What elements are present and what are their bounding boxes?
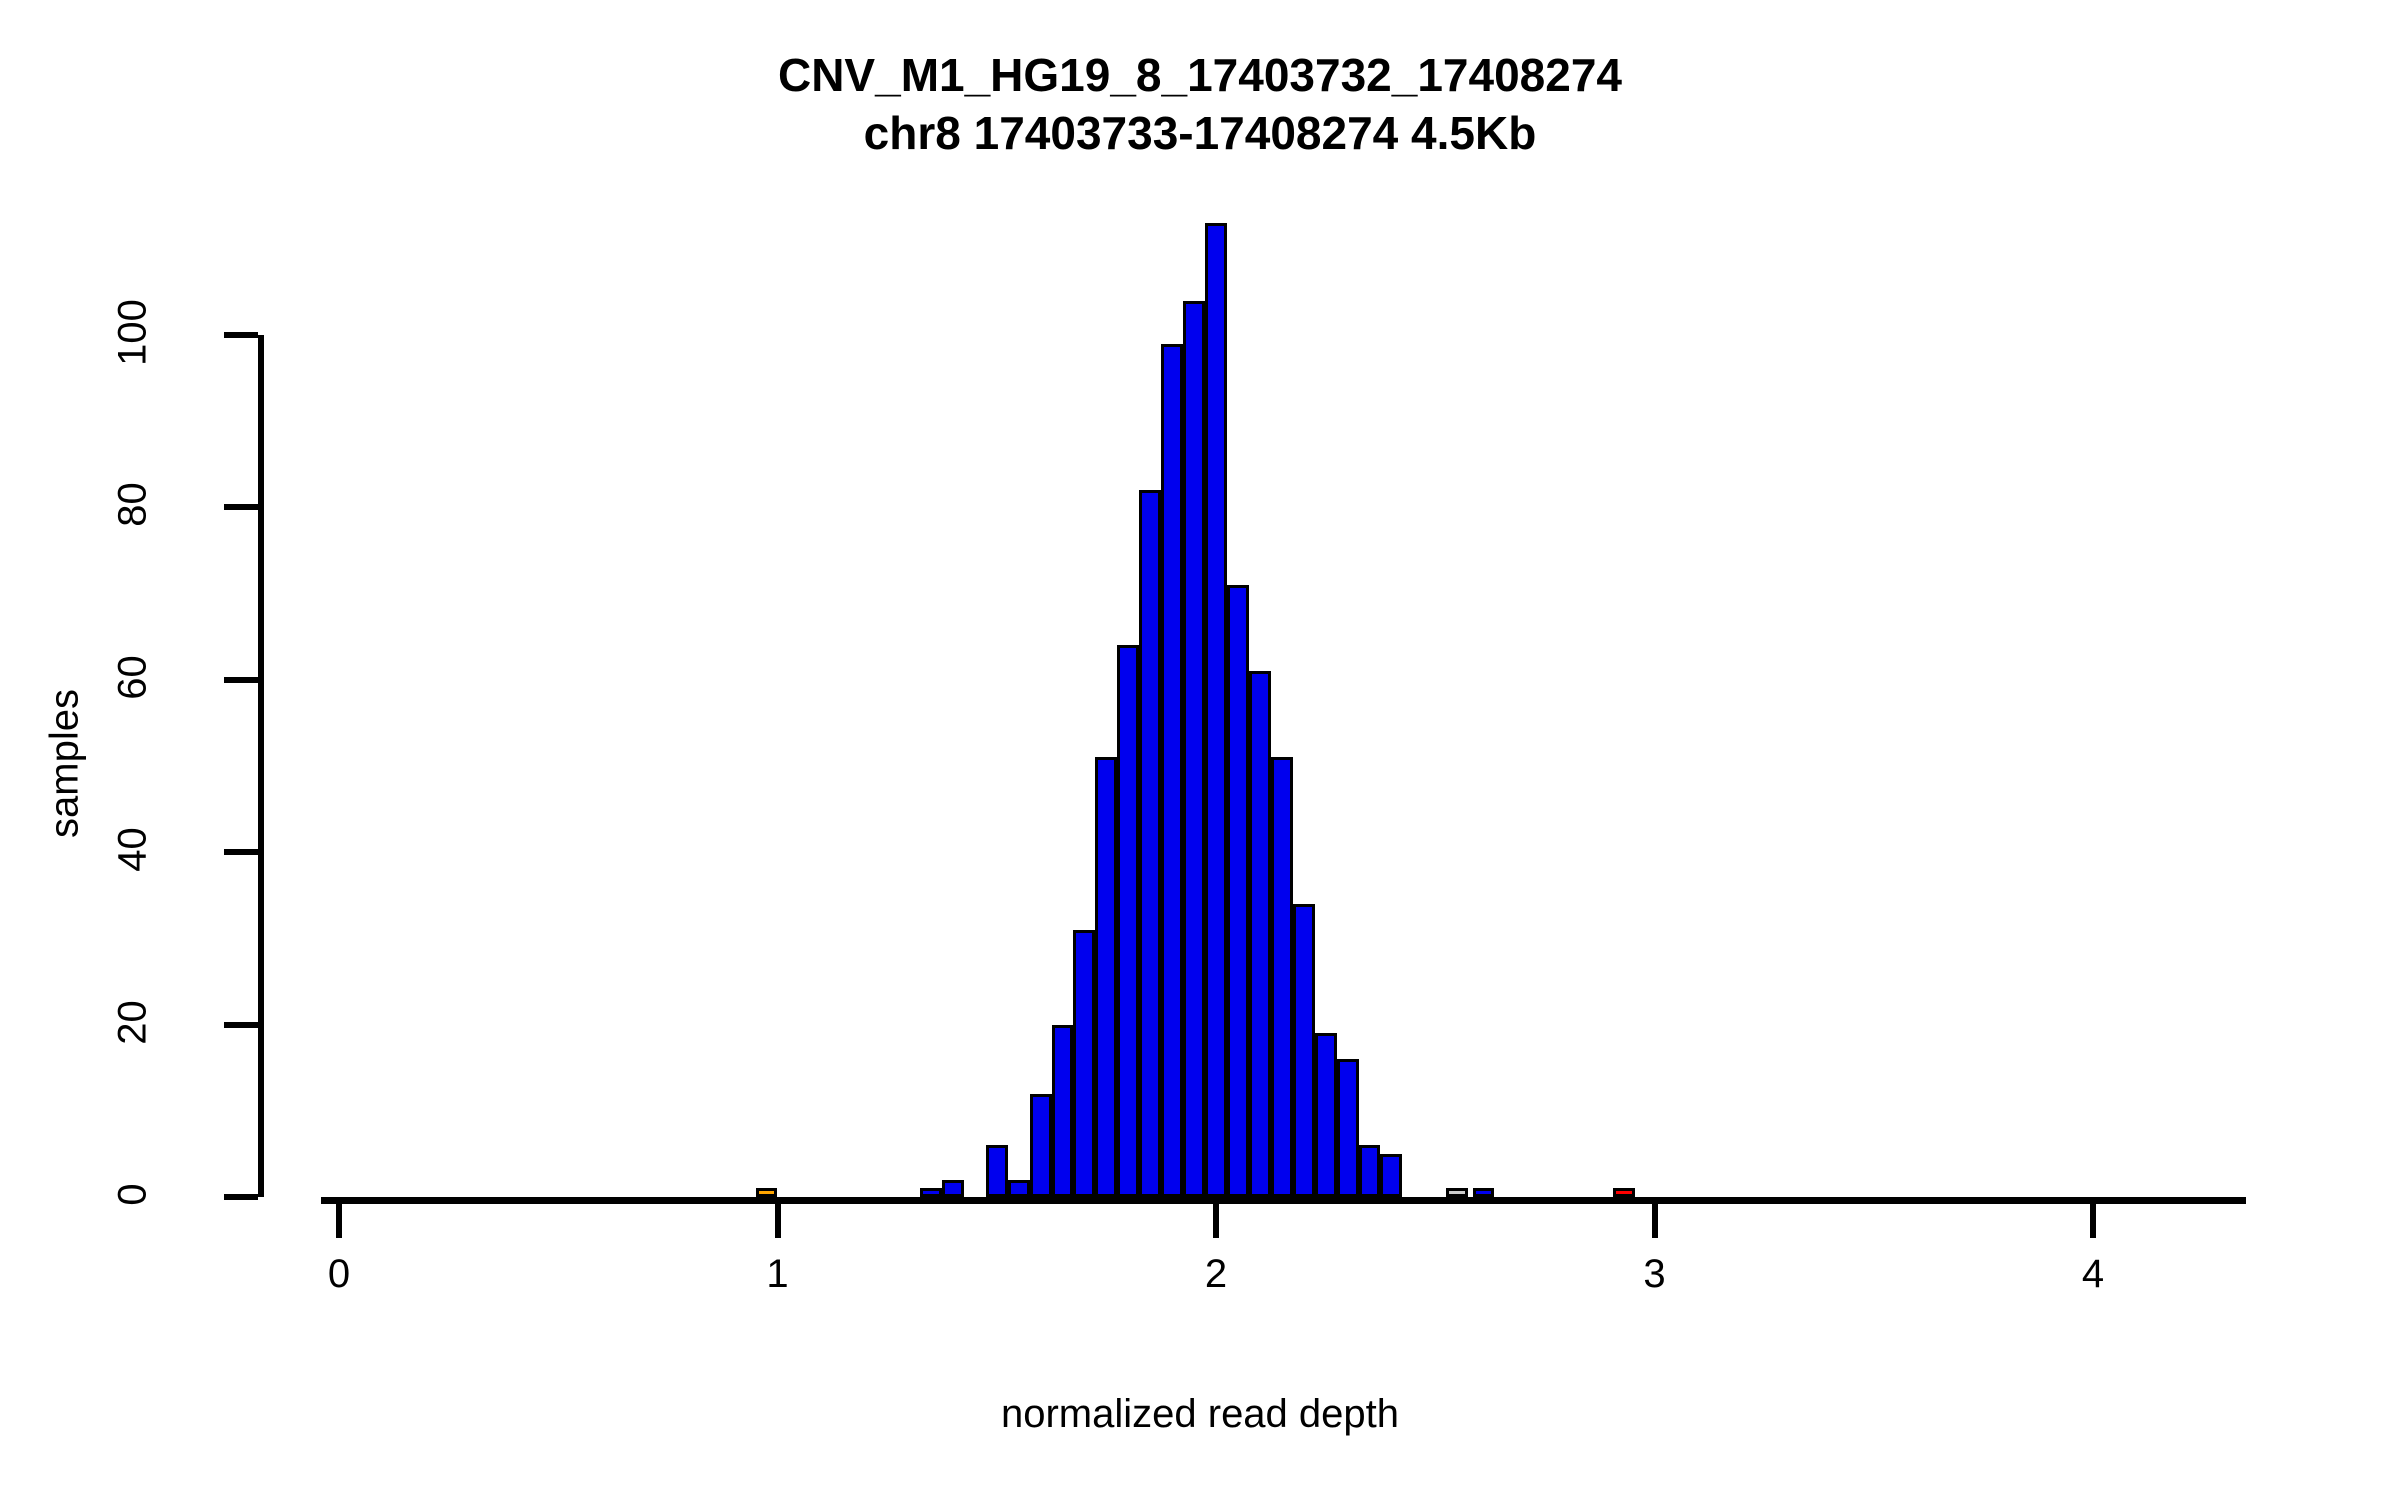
histogram-bar xyxy=(1336,1059,1359,1197)
histogram-bar xyxy=(1051,1024,1074,1197)
chart-title-line-2: chr8 17403733-17408274 4.5Kb xyxy=(863,107,1537,159)
histogram-bar xyxy=(1161,343,1184,1197)
histogram-bar xyxy=(1358,1145,1381,1197)
y-axis-tick xyxy=(224,504,258,511)
x-axis-tick xyxy=(1651,1204,1658,1238)
x-axis-tick xyxy=(336,1204,342,1238)
y-axis-tick-label: 20 xyxy=(110,999,155,1045)
histogram-bar xyxy=(1117,645,1140,1197)
histogram-bar xyxy=(1226,584,1249,1197)
y-axis-tick xyxy=(224,332,258,338)
y-axis-tick xyxy=(224,849,258,856)
y-axis-tick xyxy=(224,1194,258,1200)
histogram-bar xyxy=(1248,671,1271,1197)
histogram-bar xyxy=(1139,490,1162,1197)
chart-title-line-1: CNV_M1_HG19_8_17403732_17408274 xyxy=(777,49,1622,101)
x-axis-tick-label: 1 xyxy=(766,1252,789,1296)
x-axis-tick-label: 3 xyxy=(1643,1252,1666,1296)
histogram-bar xyxy=(1029,1093,1052,1197)
x-axis-tick-label: 2 xyxy=(1204,1252,1228,1296)
y-axis-tick-label: 60 xyxy=(110,655,155,700)
x-axis-title: normalized read depth xyxy=(1000,1392,1400,1436)
y-axis-line xyxy=(258,335,264,1197)
x-axis-line xyxy=(321,1197,2247,1204)
x-axis-tick-label: 4 xyxy=(2081,1252,2105,1296)
chart-title: CNV_M1_HG19_8_17403732_17408274 chr8 174… xyxy=(0,46,2400,162)
y-axis-tick-label: 0 xyxy=(110,1183,155,1206)
histogram-bar xyxy=(1205,222,1227,1197)
histogram-bar xyxy=(1612,1188,1635,1197)
histogram-bar xyxy=(985,1145,1008,1197)
histogram-bar xyxy=(1472,1188,1495,1197)
histogram-bar xyxy=(1183,300,1206,1197)
histogram-bar xyxy=(1007,1179,1030,1197)
x-axis-tick xyxy=(774,1204,781,1238)
histogram-bar xyxy=(1292,903,1315,1197)
histogram-bar xyxy=(755,1188,778,1197)
y-axis-title: samples xyxy=(42,689,87,838)
x-axis-tick xyxy=(1213,1204,1219,1238)
histogram-bar xyxy=(1073,929,1096,1197)
histogram-bar xyxy=(920,1188,942,1197)
y-axis-tick-label: 100 xyxy=(110,299,155,366)
histogram-bar xyxy=(1095,757,1118,1197)
histogram-bar xyxy=(1446,1188,1469,1197)
y-axis-tick xyxy=(224,676,258,683)
histogram-bar xyxy=(1380,1153,1403,1197)
histogram-bar xyxy=(1314,1033,1337,1197)
y-axis-tick-label: 80 xyxy=(110,482,155,528)
histogram-bar xyxy=(941,1179,964,1197)
x-axis-tick-label: 0 xyxy=(327,1252,351,1296)
y-axis-tick-label: 40 xyxy=(110,827,155,872)
histogram-bar xyxy=(1270,757,1293,1197)
y-axis-tick xyxy=(224,1021,258,1028)
x-axis-tick xyxy=(2090,1204,2096,1238)
